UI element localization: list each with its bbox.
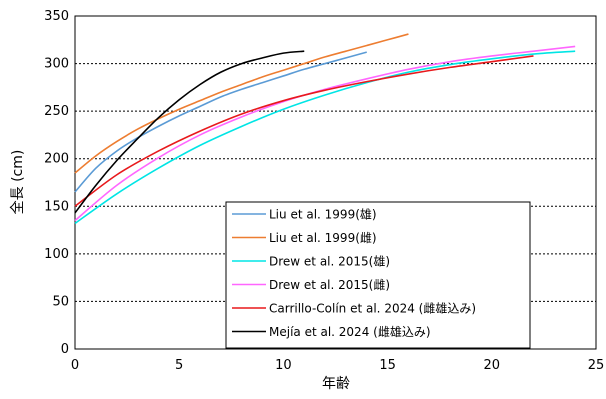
series-line-4 (74, 45, 576, 222)
y-tick-label: 50 (52, 294, 69, 309)
x-tick-label: 25 (588, 358, 605, 373)
legend-label: Liu et al. 1999(雌) (269, 230, 377, 245)
legend-label: Drew et al. 2015(雌) (269, 277, 390, 292)
tick-labels: 0 50 100 150 200 250 300 350 0 5 10 15 20 25 (44, 9, 604, 373)
axes (74, 15, 597, 350)
legend-label: Drew et al. 2015(雄) (269, 254, 390, 269)
legend-label: Carrillo-Colín et al. 2024 (雌雄込み) (269, 301, 476, 316)
y-tick-label: 100 (44, 247, 69, 262)
x-tick-label: 20 (484, 358, 501, 373)
series-lines (74, 33, 576, 225)
series-line-5 (74, 55, 534, 207)
x-tick-label: 5 (175, 358, 183, 373)
series-line-6 (74, 50, 305, 214)
x-tick-label: 10 (275, 358, 292, 373)
legend: Liu et al. 1999(雄) Liu et al. 1999(雌) Drew… (225, 201, 531, 349)
y-tick-label: 300 (44, 57, 69, 72)
series-line-1 (74, 51, 367, 193)
y-tick-label: 150 (44, 199, 69, 214)
y-tick-label: 350 (44, 9, 69, 24)
x-tick-label: 0 (71, 358, 79, 373)
y-tick-label: 250 (44, 104, 69, 119)
legend-label: Mejía et al. 2024 (雌雄込み) (269, 324, 431, 339)
y-axis-label: 全長 (cm) (9, 150, 26, 215)
series-line-2 (74, 33, 409, 174)
y-tick-label: 200 (44, 152, 69, 167)
y-tick-label: 0 (61, 342, 69, 357)
legend-label: Liu et al. 1999(雄) (269, 207, 377, 222)
legend-box (225, 201, 531, 349)
plot-frame (74, 15, 597, 350)
x-tick-label: 15 (379, 358, 396, 373)
series-line-3 (74, 50, 576, 225)
x-axis-label: 年齢 (322, 376, 350, 392)
